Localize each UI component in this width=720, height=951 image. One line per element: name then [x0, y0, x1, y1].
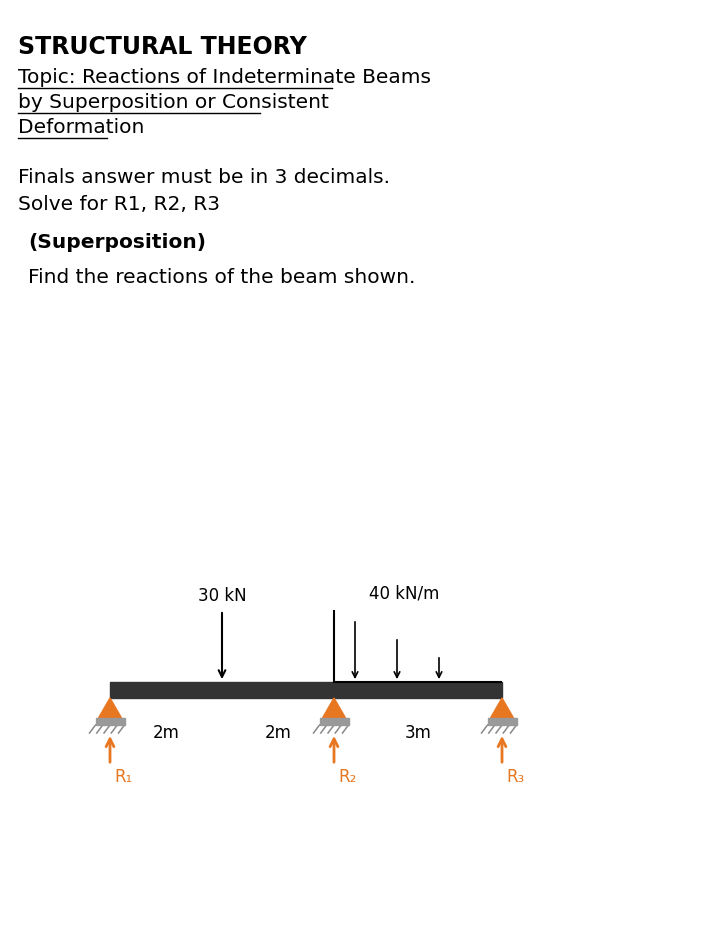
Text: 30 kN: 30 kN [198, 587, 246, 605]
Text: R₂: R₂ [338, 768, 356, 786]
Text: 2m: 2m [264, 724, 292, 742]
Text: 2m: 2m [153, 724, 179, 742]
Text: Find the reactions of the beam shown.: Find the reactions of the beam shown. [28, 268, 415, 287]
Bar [487, 718, 516, 725]
Polygon shape [99, 698, 122, 718]
Text: Deformation: Deformation [18, 118, 145, 137]
Polygon shape [323, 698, 346, 718]
Bar [96, 718, 125, 725]
Text: 40 kN/m: 40 kN/m [369, 585, 440, 603]
Text: Topic: Reactions of Indeterminate Beams: Topic: Reactions of Indeterminate Beams [18, 68, 431, 87]
Text: R₁: R₁ [114, 768, 132, 786]
Bar [320, 718, 348, 725]
Text: Solve for R1, R2, R3: Solve for R1, R2, R3 [18, 195, 220, 214]
Text: Finals answer must be in 3 decimals.: Finals answer must be in 3 decimals. [18, 168, 390, 187]
Text: STRUCTURAL THEORY: STRUCTURAL THEORY [18, 35, 307, 59]
Text: 3m: 3m [405, 724, 431, 742]
Polygon shape [490, 698, 513, 718]
Text: (Superposition): (Superposition) [28, 233, 206, 252]
Text: by Superposition or Consistent: by Superposition or Consistent [18, 93, 329, 112]
Text: R₃: R₃ [506, 768, 524, 786]
Bar [110, 682, 502, 698]
